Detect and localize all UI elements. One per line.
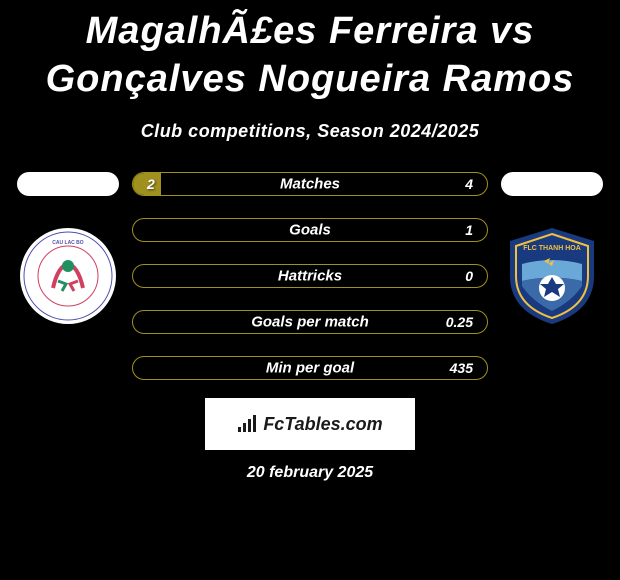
- stat-label: Goals: [289, 222, 331, 239]
- stat-right-value: 0.25: [446, 314, 473, 330]
- comparison-content: CAU LAC BO 2 Matches 4 Goals 1 Hattricks…: [0, 172, 620, 380]
- svg-text:CAU LAC BO: CAU LAC BO: [52, 240, 83, 246]
- stats-column: 2 Matches 4 Goals 1 Hattricks 0 Goals pe…: [128, 172, 492, 380]
- stat-right-value: 1: [465, 222, 473, 238]
- stat-right-value: 0: [465, 268, 473, 284]
- stat-label: Min per goal: [266, 360, 354, 377]
- stat-label: Goals per match: [251, 314, 369, 331]
- left-pill: [17, 172, 119, 196]
- stat-row-goals: Goals 1: [132, 218, 488, 242]
- stat-row-mpg: Min per goal 435: [132, 356, 488, 380]
- subtitle: Club competitions, Season 2024/2025: [0, 121, 620, 142]
- stat-row-gpm: Goals per match 0.25: [132, 310, 488, 334]
- stat-row-hattricks: Hattricks 0: [132, 264, 488, 288]
- page-title: MagalhÃ£es Ferreira vs Gonçalves Nogueir…: [0, 0, 620, 103]
- stat-left-value: 2: [147, 176, 155, 192]
- stat-right-value: 4: [465, 176, 473, 192]
- left-team-badge: CAU LAC BO: [18, 226, 118, 326]
- right-team-badge: FLC THANH HOA: [502, 226, 602, 326]
- right-pill: [501, 172, 603, 196]
- svg-text:FLC THANH HOA: FLC THANH HOA: [523, 245, 581, 252]
- stat-row-matches: 2 Matches 4: [132, 172, 488, 196]
- brand-label: FcTables.com: [263, 414, 382, 435]
- brand-box[interactable]: FcTables.com: [205, 398, 415, 450]
- stat-label: Matches: [280, 176, 340, 193]
- right-team-column: FLC THANH HOA: [492, 172, 612, 326]
- stat-label: Hattricks: [278, 268, 342, 285]
- stat-right-value: 435: [450, 360, 473, 376]
- date-label: 20 february 2025: [0, 464, 620, 482]
- chart-icon: [237, 415, 257, 433]
- left-team-column: CAU LAC BO: [8, 172, 128, 326]
